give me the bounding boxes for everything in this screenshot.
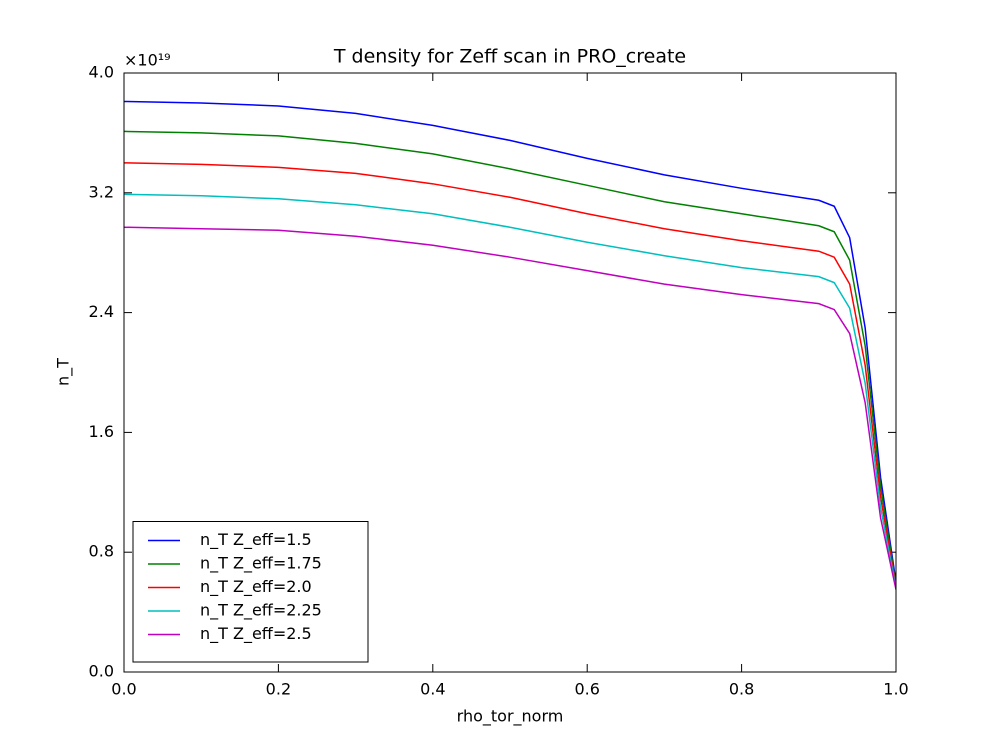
- legend-label: n_T Z_eff=1.5: [200, 530, 312, 550]
- legend-label: n_T Z_eff=2.25: [200, 601, 322, 621]
- y-tick-label: 4.0: [89, 63, 114, 82]
- x-tick-label: 1.0: [883, 680, 908, 699]
- x-tick-label: 0.6: [574, 680, 599, 699]
- y-offset-label: ×10¹⁹: [124, 51, 171, 70]
- data-line: [124, 193, 896, 589]
- y-tick-label: 0.0: [89, 662, 114, 681]
- data-line: [124, 130, 896, 586]
- legend-box: [132, 521, 369, 663]
- data-line: [124, 100, 896, 583]
- legend-label: n_T Z_eff=1.75: [200, 554, 322, 574]
- data-line: [124, 162, 896, 587]
- y-axis-label: n_T: [54, 358, 74, 386]
- x-tick-label: 0.0: [111, 680, 136, 699]
- y-tick-label: 1.6: [89, 422, 114, 441]
- x-tick-label: 0.2: [266, 680, 291, 699]
- chart-title: T density for Zeff scan in PRO_create: [333, 46, 686, 68]
- legend-label: n_T Z_eff=2.5: [200, 624, 312, 644]
- legend-label: n_T Z_eff=2.0: [200, 577, 312, 597]
- data-line: [124, 226, 896, 590]
- x-tick-label: 0.4: [420, 680, 445, 699]
- plot-frame: [123, 72, 897, 673]
- y-tick-label: 0.8: [89, 542, 114, 561]
- x-axis-label: rho_tor_norm: [457, 707, 564, 727]
- y-tick-label: 3.2: [89, 182, 114, 201]
- y-tick-label: 2.4: [89, 302, 114, 321]
- x-tick-label: 0.8: [729, 680, 754, 699]
